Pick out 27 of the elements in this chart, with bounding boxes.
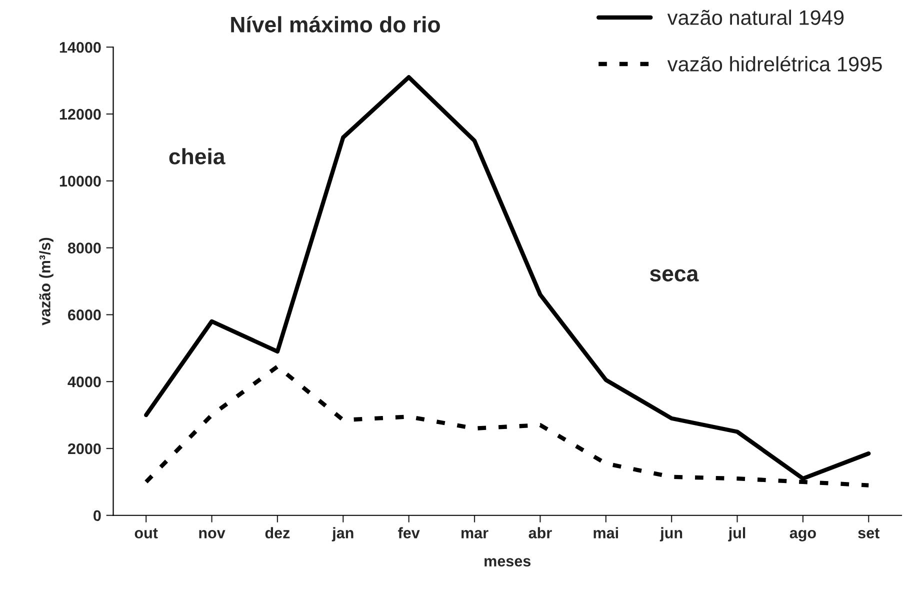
x-tick-label: jun: [660, 527, 682, 542]
x-tick-label: ago: [790, 530, 816, 542]
y-tick-label: 2000: [68, 443, 101, 454]
y-axis-title: vazão (m³/s): [39, 238, 54, 326]
x-tick-label: dez: [265, 527, 290, 538]
annotation: cheia: [169, 148, 226, 164]
legend-label: vazão natural 1949: [667, 10, 844, 25]
x-tick-label: fev: [398, 527, 420, 538]
legend-label: vazão hidrelétrica 1995: [667, 56, 882, 72]
x-tick-label: nov: [199, 530, 226, 538]
y-tick-label: 4000: [68, 376, 101, 388]
x-axis-title: meses: [484, 558, 531, 567]
x-tick-label: out: [134, 528, 158, 538]
annotation: seca: [650, 269, 699, 282]
y-tick-label: 8000: [68, 242, 101, 254]
y-tick-label: 0: [94, 510, 101, 522]
x-tick-label: mai: [594, 527, 618, 538]
y-tick-label: 10000: [60, 176, 101, 187]
x-tick-label: jan: [332, 527, 354, 542]
y-tick-label: 14000: [60, 42, 101, 53]
chart-title: Nível máximo do rio: [231, 16, 440, 32]
x-tick-label: abr: [528, 527, 552, 538]
x-tick-label: mar: [462, 530, 488, 538]
x-tick-label: set: [858, 528, 880, 538]
y-tick-label: 12000: [60, 108, 101, 120]
y-tick-label: 6000: [68, 310, 101, 320]
x-tick-label: jul: [728, 527, 746, 542]
